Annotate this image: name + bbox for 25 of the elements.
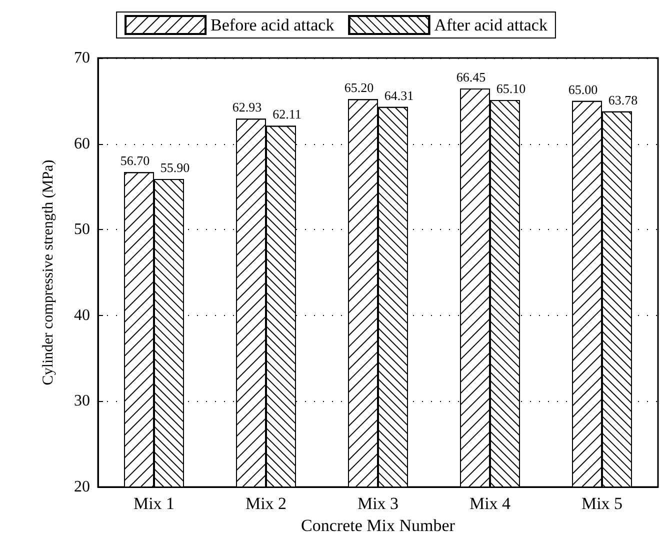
x-tick-label: Mix 3 (357, 494, 399, 513)
y-tick-label: 30 (74, 392, 90, 410)
y-tick-label: 60 (74, 135, 90, 152)
y-axis-title: Cylinder compressive strength (MPa) (40, 160, 56, 386)
data-label: 64.31 (384, 88, 414, 103)
y-tick-label: 70 (74, 50, 90, 66)
legend-label: After acid attack (434, 16, 548, 34)
data-label: 65.10 (496, 81, 526, 96)
y-tick-label: 40 (74, 306, 90, 324)
y-tick-label: 50 (74, 221, 90, 238)
data-label: 65.20 (344, 80, 374, 96)
x-tick-label: Mix 4 (469, 494, 512, 513)
data-label: 66.45 (456, 69, 486, 84)
legend-label: Before acid attack (210, 16, 335, 34)
data-label: 62.93 (232, 100, 262, 115)
y-tick-label: 20 (74, 478, 90, 496)
data-label: 56.70 (120, 153, 150, 168)
data-label: 65.00 (568, 82, 598, 97)
data-label: 55.90 (160, 160, 190, 175)
x-tick-label: Mix 1 (133, 494, 175, 513)
x-axis-title: Concrete Mix Number (301, 516, 456, 535)
x-tick-label: Mix 2 (245, 494, 287, 513)
x-tick-label: Mix 5 (581, 494, 623, 513)
data-label: 63.78 (608, 92, 638, 108)
data-label: 62.11 (272, 106, 302, 122)
